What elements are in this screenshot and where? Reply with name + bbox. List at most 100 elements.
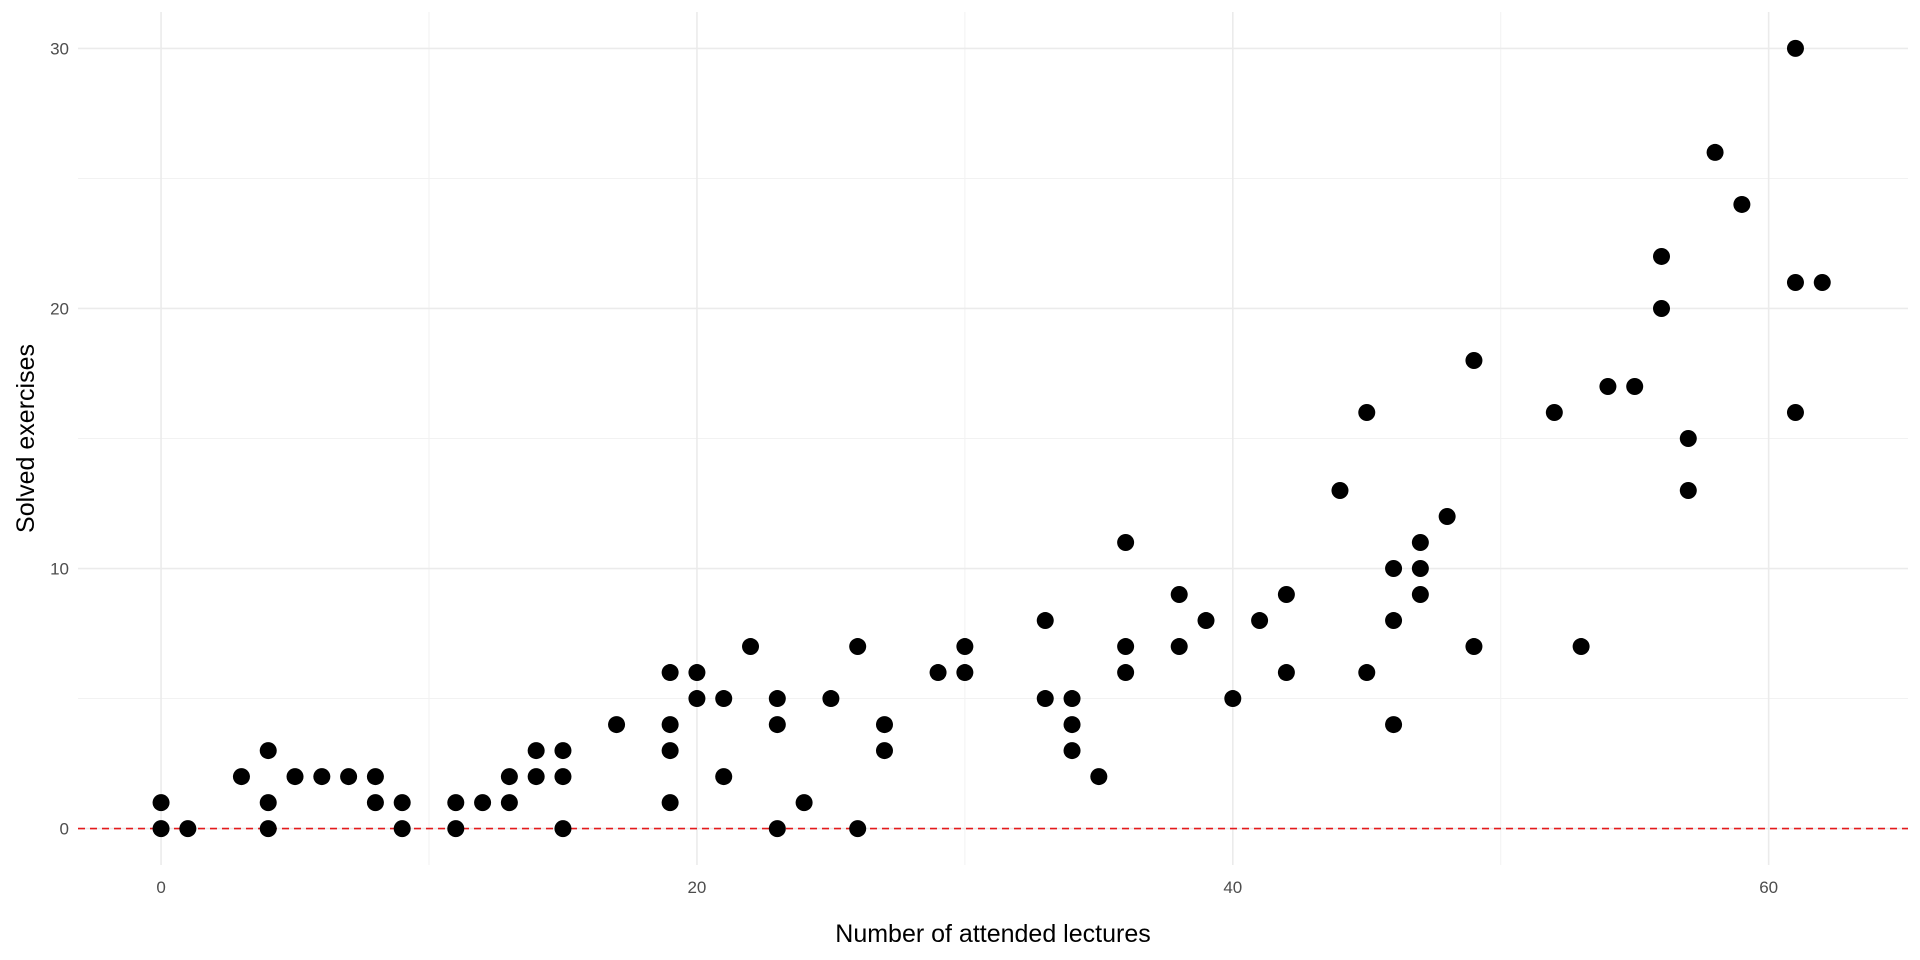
data-point bbox=[1063, 716, 1081, 734]
data-point bbox=[1652, 299, 1670, 317]
data-point bbox=[1117, 664, 1135, 682]
x-tick-label: 20 bbox=[687, 878, 706, 897]
data-point bbox=[822, 690, 840, 708]
data-point bbox=[849, 638, 867, 656]
data-point bbox=[474, 794, 492, 812]
data-point bbox=[1036, 690, 1054, 708]
data-point bbox=[1599, 377, 1617, 395]
data-points bbox=[152, 39, 1831, 838]
data-point bbox=[1786, 273, 1804, 291]
data-point bbox=[1197, 612, 1215, 630]
data-point bbox=[232, 768, 250, 786]
data-point bbox=[393, 794, 411, 812]
data-point bbox=[1224, 690, 1242, 708]
data-point bbox=[1036, 612, 1054, 630]
data-point bbox=[1652, 247, 1670, 265]
data-point bbox=[688, 664, 706, 682]
data-point bbox=[1170, 638, 1188, 656]
data-point bbox=[661, 794, 679, 812]
data-point bbox=[179, 820, 197, 838]
data-point bbox=[688, 690, 706, 708]
data-point bbox=[1679, 482, 1697, 500]
data-point bbox=[527, 742, 545, 760]
data-point bbox=[768, 690, 786, 708]
data-point bbox=[152, 820, 170, 838]
data-point bbox=[1277, 664, 1295, 682]
data-point bbox=[259, 742, 277, 760]
data-point bbox=[1438, 508, 1456, 526]
data-point bbox=[1385, 560, 1403, 578]
data-point bbox=[956, 638, 974, 656]
data-point bbox=[875, 742, 893, 760]
data-point bbox=[1626, 377, 1644, 395]
data-point bbox=[1813, 273, 1831, 291]
data-point bbox=[340, 768, 358, 786]
y-axis-tick-labels: 0 10 20 30 bbox=[50, 39, 69, 838]
data-point bbox=[1063, 742, 1081, 760]
data-point bbox=[1090, 768, 1108, 786]
data-point bbox=[1358, 664, 1376, 682]
data-point bbox=[1063, 690, 1081, 708]
data-point bbox=[1465, 351, 1483, 369]
data-point bbox=[661, 716, 679, 734]
data-point bbox=[500, 794, 518, 812]
y-tick-label: 20 bbox=[50, 299, 69, 318]
data-point bbox=[715, 690, 733, 708]
data-point bbox=[1385, 716, 1403, 734]
data-point bbox=[1465, 638, 1483, 656]
data-point bbox=[366, 768, 384, 786]
data-point bbox=[259, 794, 277, 812]
minor-gridlines bbox=[78, 12, 1908, 865]
data-point bbox=[1385, 612, 1403, 630]
data-point bbox=[956, 664, 974, 682]
data-point bbox=[929, 664, 947, 682]
data-point bbox=[366, 794, 384, 812]
data-point bbox=[661, 742, 679, 760]
y-tick-label: 30 bbox=[50, 39, 69, 58]
data-point bbox=[768, 820, 786, 838]
y-tick-label: 10 bbox=[50, 560, 69, 579]
data-point bbox=[1411, 534, 1429, 552]
data-point bbox=[1786, 39, 1804, 57]
data-point bbox=[1733, 195, 1751, 213]
data-point bbox=[1358, 403, 1376, 421]
data-point bbox=[1277, 586, 1295, 604]
data-point bbox=[795, 794, 813, 812]
data-point bbox=[1786, 403, 1804, 421]
data-point bbox=[715, 768, 733, 786]
data-point bbox=[849, 820, 867, 838]
data-point bbox=[1411, 586, 1429, 604]
x-axis-title: Number of attended lectures bbox=[835, 920, 1150, 948]
x-tick-label: 60 bbox=[1759, 878, 1778, 897]
data-point bbox=[447, 794, 465, 812]
data-point bbox=[768, 716, 786, 734]
data-point bbox=[152, 794, 170, 812]
data-point bbox=[393, 820, 411, 838]
data-point bbox=[875, 716, 893, 734]
data-point bbox=[1251, 612, 1269, 630]
data-point bbox=[1572, 638, 1590, 656]
data-point bbox=[661, 664, 679, 682]
data-point bbox=[1117, 534, 1135, 552]
data-point bbox=[1117, 638, 1135, 656]
data-point bbox=[259, 820, 277, 838]
data-point bbox=[1545, 403, 1563, 421]
data-point bbox=[447, 820, 465, 838]
data-point bbox=[742, 638, 760, 656]
x-tick-label: 40 bbox=[1223, 878, 1242, 897]
data-point bbox=[286, 768, 304, 786]
x-tick-label: 0 bbox=[156, 878, 165, 897]
data-point bbox=[500, 768, 518, 786]
data-point bbox=[1706, 143, 1724, 161]
y-axis-title: Solved exercises bbox=[12, 344, 40, 533]
data-point bbox=[1679, 430, 1697, 447]
data-point bbox=[608, 716, 626, 734]
data-point bbox=[1170, 586, 1188, 604]
data-point bbox=[554, 820, 572, 838]
data-point bbox=[554, 742, 572, 760]
data-point bbox=[1411, 560, 1429, 578]
data-point bbox=[313, 768, 331, 786]
data-point bbox=[527, 768, 545, 786]
